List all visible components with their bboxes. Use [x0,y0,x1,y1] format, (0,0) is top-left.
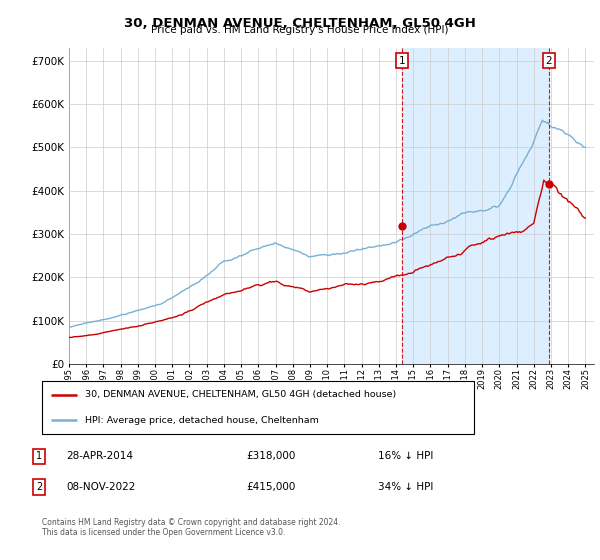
Text: 1: 1 [398,55,405,66]
Text: 08-NOV-2022: 08-NOV-2022 [66,482,136,492]
FancyBboxPatch shape [42,381,474,434]
Text: HPI: Average price, detached house, Cheltenham: HPI: Average price, detached house, Chel… [85,416,319,424]
Text: 16% ↓ HPI: 16% ↓ HPI [378,451,433,461]
Text: 2: 2 [545,55,552,66]
Text: 30, DENMAN AVENUE, CHELTENHAM, GL50 4GH: 30, DENMAN AVENUE, CHELTENHAM, GL50 4GH [124,17,476,30]
Text: 34% ↓ HPI: 34% ↓ HPI [378,482,433,492]
Text: £318,000: £318,000 [246,451,295,461]
Text: This data is licensed under the Open Government Licence v3.0.: This data is licensed under the Open Gov… [42,528,286,537]
Text: Contains HM Land Registry data © Crown copyright and database right 2024.: Contains HM Land Registry data © Crown c… [42,518,341,527]
Text: 2: 2 [36,482,42,492]
Text: 28-APR-2014: 28-APR-2014 [66,451,133,461]
Text: 1: 1 [36,451,42,461]
Bar [402,48,549,364]
Text: 30, DENMAN AVENUE, CHELTENHAM, GL50 4GH (detached house): 30, DENMAN AVENUE, CHELTENHAM, GL50 4GH … [85,390,397,399]
Text: £415,000: £415,000 [246,482,295,492]
Text: Price paid vs. HM Land Registry's House Price Index (HPI): Price paid vs. HM Land Registry's House … [151,25,449,35]
